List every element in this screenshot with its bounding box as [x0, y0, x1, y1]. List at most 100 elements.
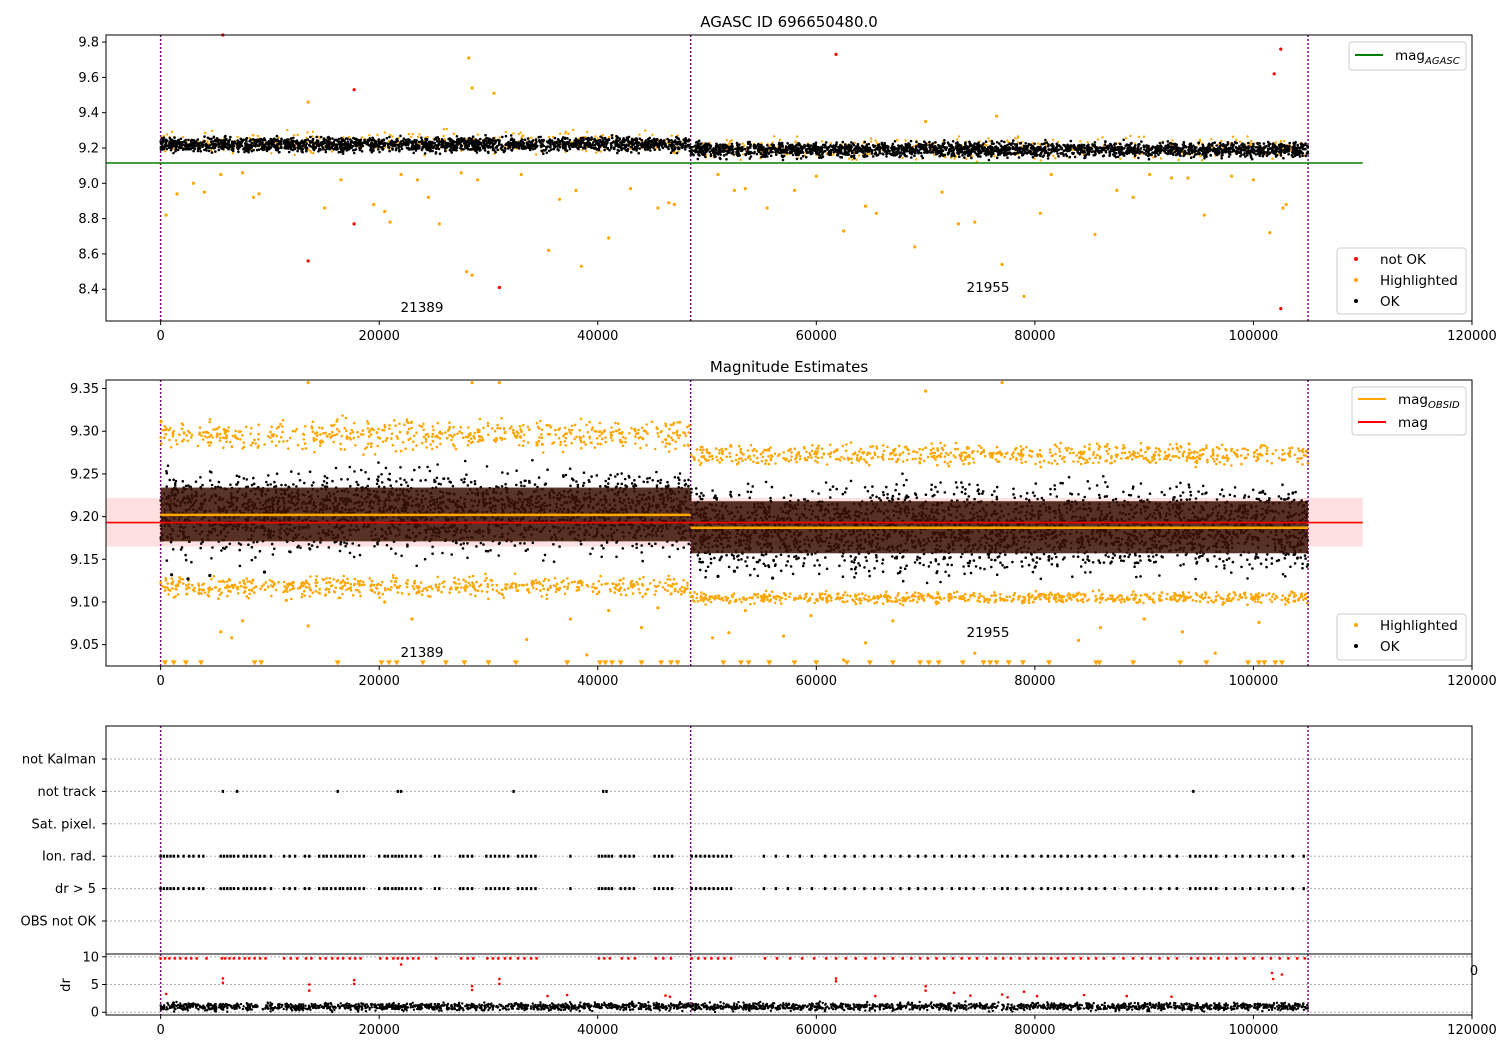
data-point: [604, 141, 608, 144]
data-point: [753, 150, 756, 154]
data-point: [564, 148, 567, 152]
data-point: [407, 132, 410, 136]
data-point: [613, 140, 616, 144]
data-point: [607, 135, 611, 139]
data-point: [258, 143, 261, 147]
data-point: [987, 146, 991, 150]
data-point: [486, 150, 490, 154]
data-point: [400, 142, 404, 146]
data-point: [1046, 151, 1050, 154]
data-point: [1195, 153, 1198, 156]
data-point: [771, 141, 774, 144]
data-point: [1047, 148, 1050, 151]
data-point: [1229, 146, 1232, 150]
data-point: [1044, 138, 1047, 142]
data-point: [172, 151, 175, 155]
data-point: [229, 135, 232, 139]
data-point: [345, 149, 349, 152]
data-point: [972, 144, 975, 147]
data-point: [736, 145, 740, 148]
data-point: [1139, 147, 1143, 150]
data-point: [1137, 156, 1140, 160]
data-point: [370, 150, 374, 154]
data-point: [174, 139, 177, 143]
data-point: [1057, 144, 1061, 147]
data-point: [602, 143, 605, 147]
data-point: [173, 136, 176, 139]
data-point: [933, 153, 936, 157]
data-point: [753, 143, 756, 147]
data-point: [1066, 143, 1069, 147]
data-point: [402, 137, 406, 140]
data-point: [340, 146, 344, 149]
data-point: [184, 145, 187, 148]
data-point: [595, 151, 598, 154]
data-point: [598, 139, 601, 143]
data-point: [165, 144, 169, 148]
data-point: [630, 145, 634, 149]
data-point: [875, 148, 878, 151]
data-point: [1027, 143, 1031, 146]
data-point: [305, 136, 308, 139]
data-point: [1120, 145, 1123, 149]
data-point: [1131, 147, 1135, 150]
data-point: [429, 141, 433, 145]
data-point: [210, 137, 213, 141]
data-point: [691, 145, 694, 149]
data-point: [385, 136, 389, 140]
data-point: [862, 151, 865, 154]
data-point: [380, 142, 384, 145]
data-point: [928, 140, 931, 144]
data-point: [1015, 144, 1018, 148]
data-point: [699, 145, 703, 149]
data-point: [331, 144, 335, 147]
data-point: [225, 145, 228, 149]
data-point: [1035, 154, 1038, 157]
data-point: [1129, 142, 1133, 145]
data-point: [756, 143, 760, 147]
data-point: [1252, 151, 1256, 155]
data-point: [509, 142, 512, 145]
data-point: [371, 148, 375, 151]
data-point: [869, 137, 873, 140]
data-point: [849, 144, 853, 147]
data-point: [297, 144, 301, 147]
data-point: [596, 137, 599, 140]
data-point: [479, 137, 482, 141]
data-point: [275, 143, 279, 146]
data-point: [1227, 155, 1231, 158]
data-point: [1181, 143, 1185, 146]
data-point: [725, 139, 728, 142]
data-point: [269, 137, 273, 141]
data-point: [305, 142, 309, 145]
data-point: [1283, 139, 1286, 143]
data-point: [1126, 149, 1129, 152]
data-point: [170, 130, 174, 133]
data-point: [204, 142, 208, 146]
data-point: [159, 148, 163, 151]
data-point: [226, 139, 230, 143]
data-point: [311, 130, 315, 133]
data-point: [159, 145, 163, 149]
data-point: [1129, 134, 1132, 138]
data-point: [1202, 147, 1205, 150]
data-point: [434, 143, 438, 147]
data-point: [215, 140, 218, 143]
data-point: [209, 140, 213, 143]
data-point: [534, 153, 538, 156]
data-point: [349, 141, 353, 145]
data-point: [768, 144, 772, 147]
data-point: [1190, 146, 1193, 149]
data-point: [231, 149, 235, 153]
data-point: [1000, 139, 1003, 143]
data-point: [588, 141, 592, 145]
data-point: [1246, 135, 1249, 138]
data-point: [295, 141, 298, 145]
data-point: [296, 133, 299, 137]
data-point: [888, 149, 891, 153]
data-point: [769, 154, 773, 158]
data-point: [1235, 146, 1238, 150]
data-point: [1296, 143, 1299, 147]
data-point: [415, 139, 418, 142]
data-point: [501, 135, 504, 139]
